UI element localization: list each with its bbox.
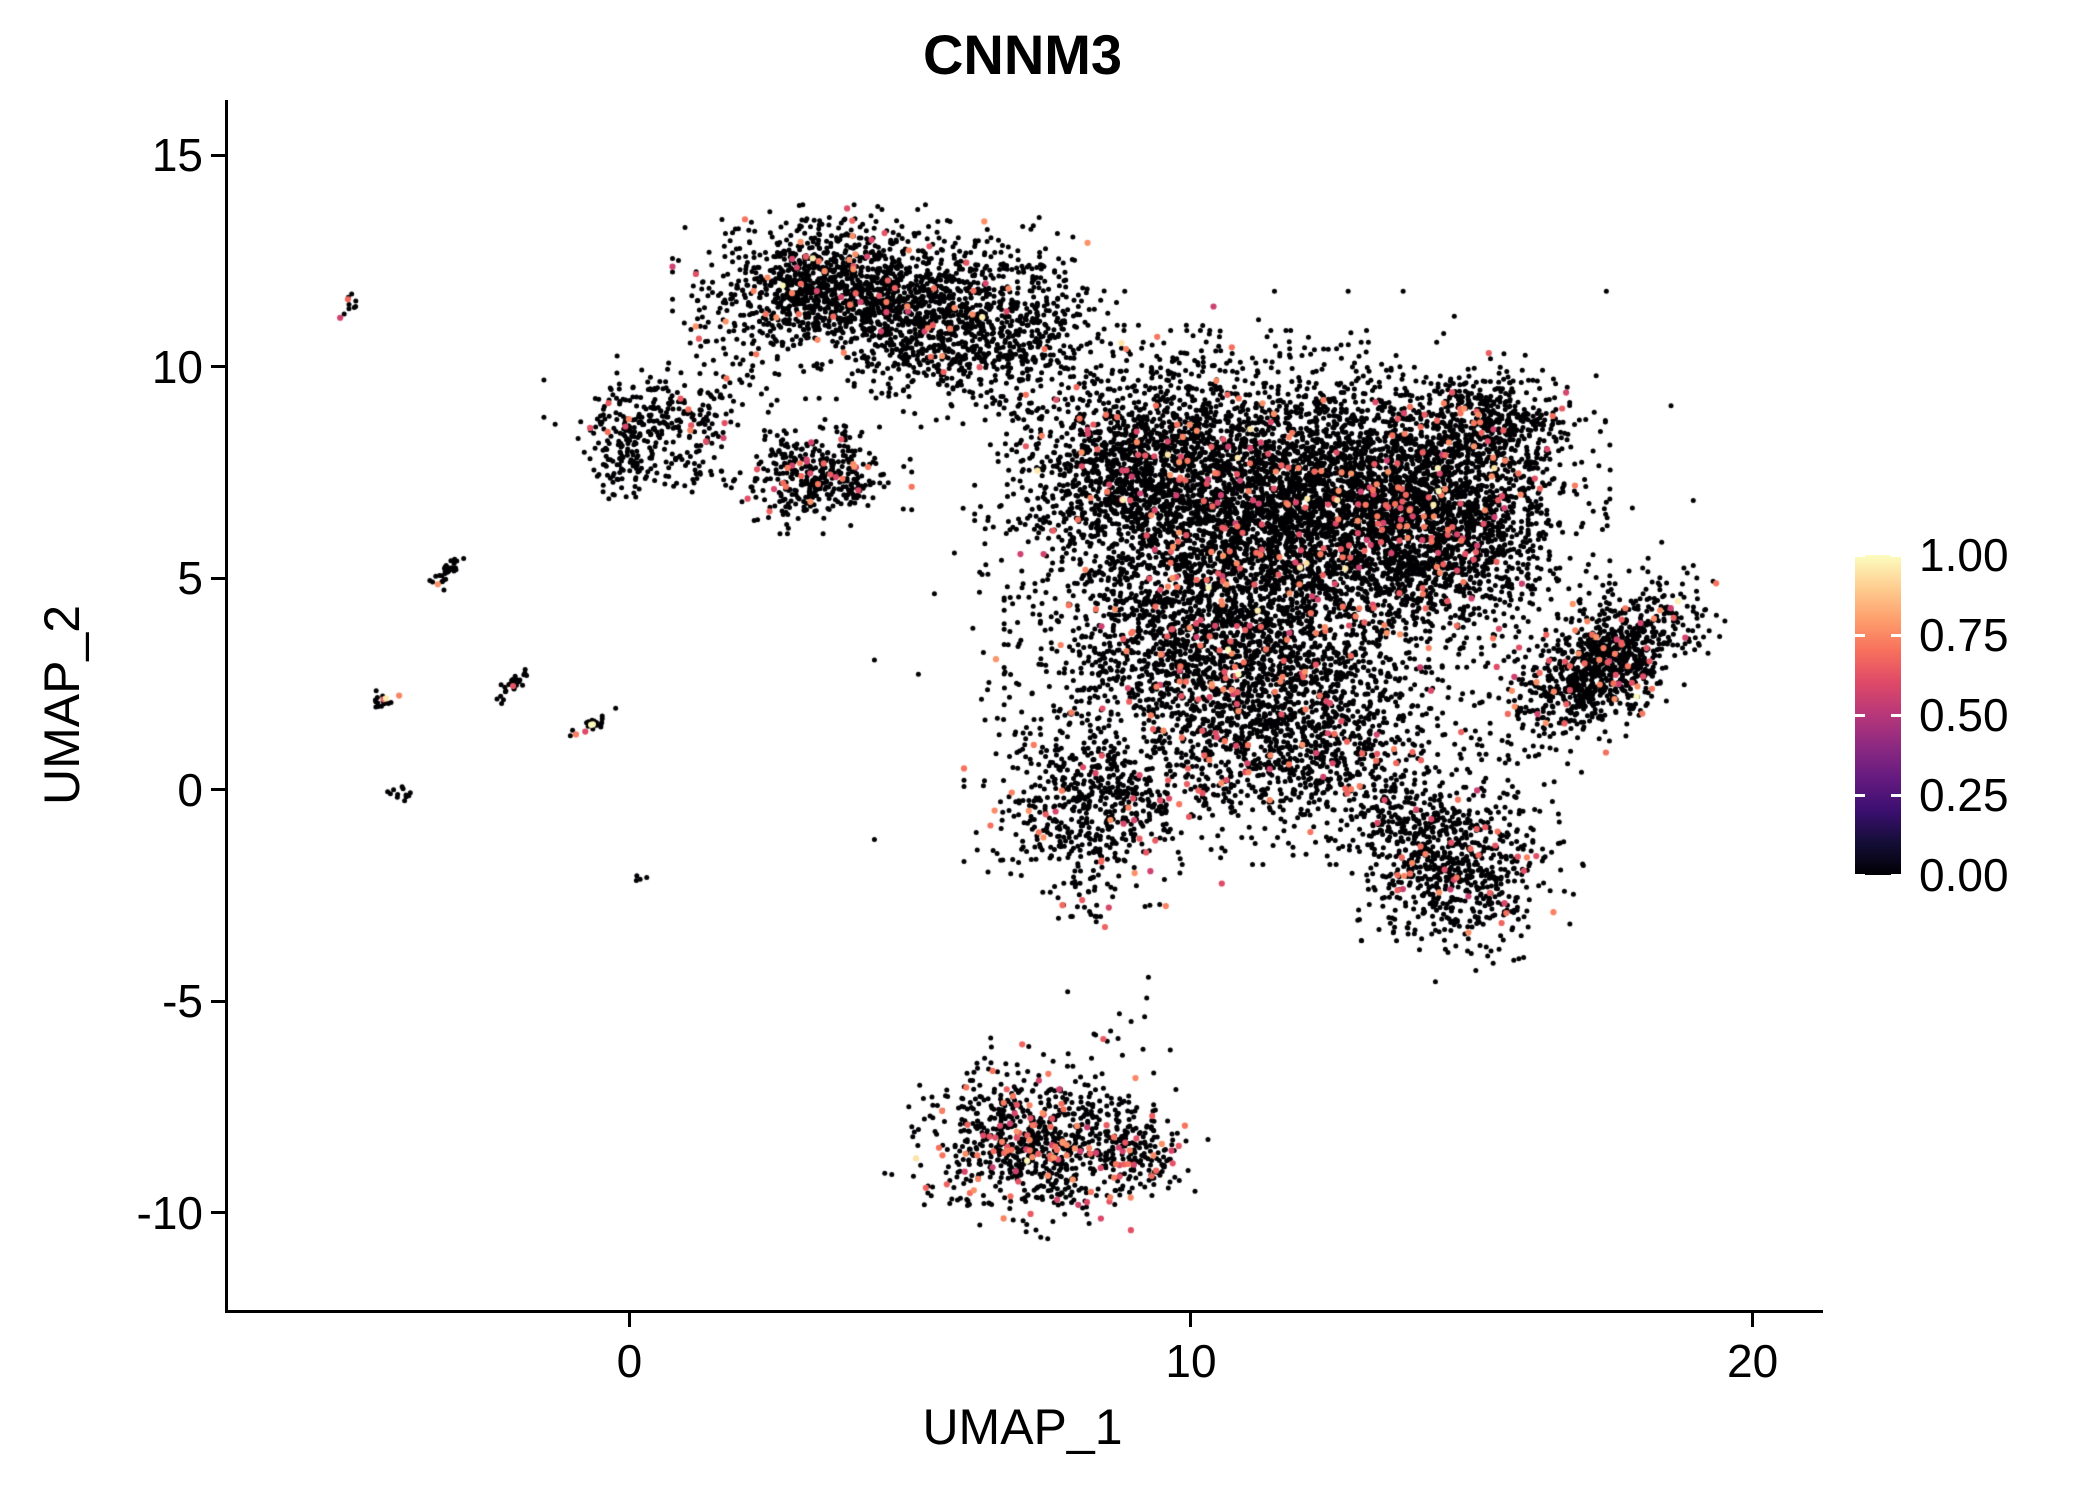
colorbar-tick-mark	[1855, 793, 1865, 797]
scatter-points-canvas	[228, 100, 1823, 1310]
y-tick-label: 15	[151, 129, 203, 181]
colorbar-legend: 1.00 0.75 0.50 0.25 0.00	[1855, 529, 2095, 901]
y-tick-mark	[211, 365, 225, 369]
y-tick-label: 0	[177, 763, 203, 816]
plot-panel	[225, 100, 1823, 1313]
y-tick-label: -5	[162, 975, 203, 1028]
colorbar-tick-mark	[1891, 553, 1901, 557]
y-tick-label: -10	[136, 1186, 203, 1239]
colorbar-tick-mark	[1891, 713, 1901, 717]
colorbar-tick-mark	[1891, 633, 1901, 637]
colorbar-tick-mark	[1855, 633, 1865, 637]
chart-title: CNNM3	[922, 23, 1123, 86]
colorbar-tick-label: 1.00	[1919, 529, 2009, 581]
colorbar-tick-label: 0.50	[1919, 689, 2009, 741]
colorbar-tick-label: 0.25	[1919, 769, 2009, 821]
y-tick-mark	[211, 1211, 225, 1215]
x-tick-label: 0	[616, 1335, 643, 1387]
x-tick-label: 20	[1727, 1335, 1779, 1387]
colorbar-tick-mark	[1855, 873, 1865, 877]
colorbar-tick-mark	[1855, 713, 1865, 717]
y-tick-mark	[211, 153, 225, 157]
y-tick-mark	[211, 788, 225, 792]
colorbar-tick-mark	[1855, 553, 1865, 557]
colorbar-tick-label: 0.75	[1919, 609, 2009, 661]
y-tick-label: 5	[177, 552, 203, 605]
y-tick-mark	[211, 999, 225, 1003]
x-axis-title: UMAP_1	[922, 1399, 1123, 1455]
colorbar-tick-mark	[1891, 793, 1901, 797]
colorbar-tick-label: 0.00	[1919, 849, 2009, 901]
x-tick-mark	[1189, 1313, 1193, 1327]
x-tick-mark	[1751, 1313, 1755, 1327]
y-tick-mark	[211, 576, 225, 580]
colorbar-tick-mark	[1891, 873, 1901, 877]
x-tick-label: 10	[1165, 1335, 1217, 1387]
x-tick-mark	[627, 1313, 631, 1327]
y-tick-label: 10	[151, 340, 203, 393]
